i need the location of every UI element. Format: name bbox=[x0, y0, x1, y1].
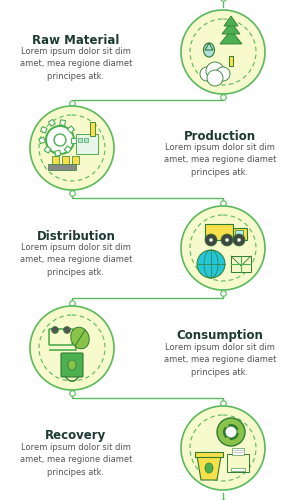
Bar bbox=[60, 120, 65, 126]
Bar bbox=[76, 134, 98, 154]
Bar bbox=[195, 452, 223, 457]
Circle shape bbox=[30, 306, 114, 390]
Text: Lorem ipsum dolor sit dim
amet, mea regione diamet
principes atk.: Lorem ipsum dolor sit dim amet, mea regi… bbox=[20, 47, 132, 81]
Bar bbox=[41, 126, 47, 133]
Circle shape bbox=[233, 234, 245, 246]
Bar bbox=[205, 224, 233, 240]
FancyBboxPatch shape bbox=[61, 353, 83, 377]
Circle shape bbox=[181, 10, 265, 94]
Text: Consumption: Consumption bbox=[177, 330, 263, 342]
Circle shape bbox=[221, 234, 233, 246]
Bar bbox=[55, 150, 61, 156]
Bar bbox=[232, 448, 244, 455]
Ellipse shape bbox=[71, 327, 89, 349]
Bar bbox=[48, 120, 55, 126]
Bar bbox=[235, 230, 243, 237]
Polygon shape bbox=[220, 30, 242, 44]
Ellipse shape bbox=[205, 463, 213, 473]
Circle shape bbox=[54, 134, 66, 146]
Bar bbox=[231, 256, 251, 272]
Circle shape bbox=[209, 238, 213, 242]
Text: Lorem ipsum dolor sit dim
amet, mea regione diamet
principes atk.: Lorem ipsum dolor sit dim amet, mea regi… bbox=[164, 343, 276, 377]
Bar bbox=[48, 164, 76, 170]
Bar bbox=[78, 138, 82, 142]
Circle shape bbox=[237, 238, 241, 242]
Bar bbox=[231, 468, 245, 471]
Polygon shape bbox=[224, 16, 238, 26]
Circle shape bbox=[207, 70, 223, 86]
Polygon shape bbox=[205, 43, 213, 50]
Circle shape bbox=[63, 326, 71, 334]
Circle shape bbox=[225, 238, 229, 242]
Ellipse shape bbox=[204, 43, 214, 57]
Bar bbox=[72, 156, 79, 164]
Text: Lorem ipsum dolor sit dim
amet, mea regione diamet
principes atk.: Lorem ipsum dolor sit dim amet, mea regi… bbox=[20, 443, 132, 477]
Bar bbox=[233, 228, 247, 240]
Text: Lorem ipsum dolor sit dim
amet, mea regione diamet
principes atk.: Lorem ipsum dolor sit dim amet, mea regi… bbox=[20, 243, 132, 277]
Circle shape bbox=[200, 67, 214, 81]
Circle shape bbox=[52, 326, 58, 334]
Circle shape bbox=[206, 62, 224, 80]
Text: Lorem ipsum dolor sit dim
amet, mea regione diamet
principes atk.: Lorem ipsum dolor sit dim amet, mea regi… bbox=[164, 143, 276, 177]
Bar bbox=[39, 137, 45, 143]
Circle shape bbox=[46, 126, 74, 154]
Circle shape bbox=[30, 106, 114, 190]
Bar bbox=[44, 146, 51, 153]
Circle shape bbox=[181, 206, 265, 290]
Bar bbox=[68, 126, 75, 133]
Bar bbox=[52, 156, 59, 164]
Text: Distribution: Distribution bbox=[37, 230, 115, 242]
Bar bbox=[90, 122, 95, 136]
Text: Raw Material: Raw Material bbox=[32, 34, 120, 46]
Bar bbox=[64, 146, 71, 153]
Circle shape bbox=[205, 234, 217, 246]
Bar bbox=[227, 454, 249, 472]
Polygon shape bbox=[197, 456, 221, 480]
Circle shape bbox=[217, 418, 245, 446]
Polygon shape bbox=[222, 22, 240, 34]
Text: Production: Production bbox=[184, 130, 256, 142]
Circle shape bbox=[216, 67, 230, 81]
Bar bbox=[229, 56, 233, 66]
Bar bbox=[62, 156, 69, 164]
Bar bbox=[71, 138, 76, 142]
Bar bbox=[84, 138, 88, 142]
Ellipse shape bbox=[68, 360, 76, 370]
Text: Recovery: Recovery bbox=[45, 430, 106, 442]
Circle shape bbox=[181, 406, 265, 490]
Circle shape bbox=[197, 250, 225, 278]
Circle shape bbox=[225, 426, 237, 438]
